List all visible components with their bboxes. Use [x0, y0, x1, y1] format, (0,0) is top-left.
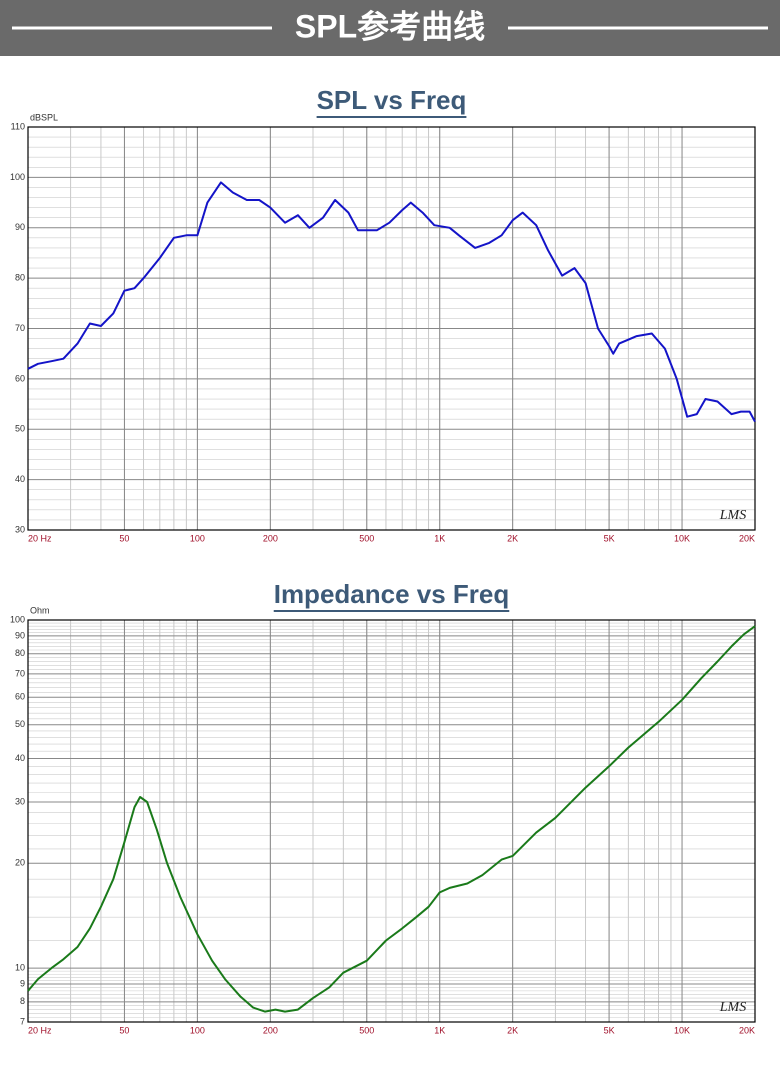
x-tick-label: 20K [739, 1025, 755, 1035]
y-tick-label: 80 [15, 273, 25, 283]
y-tick-label: 40 [15, 753, 25, 763]
x-tick-label: 200 [263, 1025, 278, 1035]
y-axis-label: Ohm [30, 605, 50, 615]
chart: Impedance vs Freq Ohm 20 Hz 50 100 200 500 1K 2K… [10, 579, 756, 1035]
watermark: LMS [719, 1000, 746, 1015]
y-tick-label: 7 [20, 1016, 25, 1026]
y-tick-label: 70 [15, 323, 25, 333]
x-tick-label: 1K [434, 533, 445, 543]
y-tick-label: 30 [15, 524, 25, 534]
x-tick-label: 500 [359, 533, 374, 543]
x-tick-label: 20 Hz [28, 533, 52, 543]
y-tick-label: 8 [20, 996, 25, 1006]
y-tick-label: 30 [15, 796, 25, 806]
x-tick-label: 5K [604, 1025, 615, 1035]
plot-frame [27, 619, 756, 1023]
x-tick-label: 500 [359, 1025, 374, 1035]
watermark: LMS [719, 508, 746, 523]
plot-frame [27, 126, 756, 531]
y-tick-label: 80 [15, 648, 25, 658]
x-tick-label: 1K [434, 1025, 445, 1035]
x-tick-label: 10K [674, 1025, 690, 1035]
y-tick-label: 90 [15, 222, 25, 232]
x-tick-label: 10K [674, 533, 690, 543]
x-tick-label: 2K [507, 1025, 518, 1035]
x-tick-label: 50 [119, 1025, 129, 1035]
y-tick-label: 40 [15, 474, 25, 484]
x-tick-label: 100 [190, 1025, 205, 1035]
x-tick-label: 20K [739, 533, 755, 543]
y-tick-label: 70 [15, 668, 25, 678]
y-tick-label: 50 [15, 424, 25, 434]
data-line [27, 625, 756, 1013]
x-tick-label: 20 Hz [28, 1025, 52, 1035]
y-tick-label: 100 [10, 614, 25, 624]
y-axis-label: dBSPL [30, 112, 58, 122]
chart-title: Impedance vs Freq [274, 579, 510, 609]
x-tick-label: 200 [263, 533, 278, 543]
y-tick-label: 100 [10, 172, 25, 182]
y-tick-label: 110 [11, 121, 25, 131]
y-tick-label: 9 [20, 978, 25, 988]
data-line [27, 181, 756, 423]
x-tick-label: 5K [604, 533, 615, 543]
x-tick-label: 2K [507, 533, 518, 543]
y-tick-label: 20 [15, 858, 25, 868]
chart-title: SPL vs Freq [317, 85, 467, 115]
banner-title: SPL参考曲线 [295, 8, 485, 44]
y-tick-label: 50 [15, 719, 25, 729]
y-tick-label: 90 [15, 630, 25, 640]
chart: SPL vs Freq dBSPL 20 Hz 50 100 200 500 1K 2K 5K 10… [10, 85, 756, 543]
y-tick-label: 60 [15, 373, 25, 383]
x-tick-label: 100 [190, 533, 205, 543]
y-tick-label: 10 [15, 962, 25, 972]
y-tick-label: 60 [15, 692, 25, 702]
x-tick-label: 50 [119, 533, 129, 543]
